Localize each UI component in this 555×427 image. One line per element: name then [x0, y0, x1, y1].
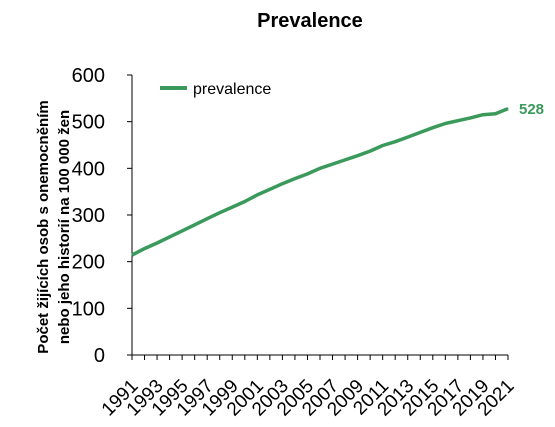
- y-tick-label: 0: [94, 345, 105, 367]
- data-point: [206, 218, 208, 220]
- data-point: [382, 144, 384, 146]
- data-point: [469, 117, 471, 119]
- x-axis: 1991199319951997199920012003200520072009…: [98, 354, 519, 420]
- data-point: [169, 236, 171, 238]
- y-axis: 0 100 200 300 400 500 600: [72, 65, 133, 367]
- data-point: [319, 167, 321, 169]
- data-point: [507, 108, 509, 110]
- data-point: [444, 123, 446, 125]
- data-point: [156, 242, 158, 244]
- y-tick-label: 500: [72, 112, 105, 134]
- data-point: [482, 114, 484, 116]
- series-layer: [131, 106, 509, 257]
- chart-title: Prevalence: [257, 10, 363, 32]
- data-point: [181, 230, 183, 232]
- data-point: [194, 224, 196, 226]
- end-value-label: 528: [519, 101, 544, 118]
- data-point: [457, 120, 459, 122]
- data-point: [419, 131, 421, 133]
- data-point: [394, 141, 396, 143]
- y-tick-label: 100: [72, 298, 105, 320]
- data-point: [294, 178, 296, 180]
- data-point: [144, 248, 146, 250]
- data-point: [219, 212, 221, 214]
- y-tick-label: 600: [72, 65, 105, 87]
- y-tick-label: 300: [72, 205, 105, 227]
- data-point: [344, 159, 346, 161]
- data-point: [494, 113, 496, 115]
- data-point: [432, 127, 434, 129]
- data-point: [231, 206, 233, 208]
- series-line-prevalence: [131, 106, 509, 257]
- data-point: [256, 194, 258, 196]
- data-point: [369, 150, 371, 152]
- data-point: [306, 173, 308, 175]
- data-point: [332, 163, 334, 165]
- data-point: [357, 155, 359, 157]
- data-point: [244, 200, 246, 202]
- y-axis-label-line2: nebo jeho historií na 100 000 žen: [56, 110, 73, 344]
- data-point: [407, 136, 409, 138]
- data-point: [269, 188, 271, 190]
- y-tick-label: 400: [72, 158, 105, 180]
- data-point: [281, 183, 283, 185]
- legend-label: prevalence: [193, 81, 271, 98]
- y-axis-label-line1: Počet žijících osob s onemocněním: [35, 100, 52, 353]
- legend: prevalence: [160, 81, 271, 98]
- data-point: [131, 254, 133, 256]
- y-tick-label: 200: [72, 252, 105, 274]
- y-axis-label: Počet žijících osob s onemocněním nebo j…: [35, 100, 73, 353]
